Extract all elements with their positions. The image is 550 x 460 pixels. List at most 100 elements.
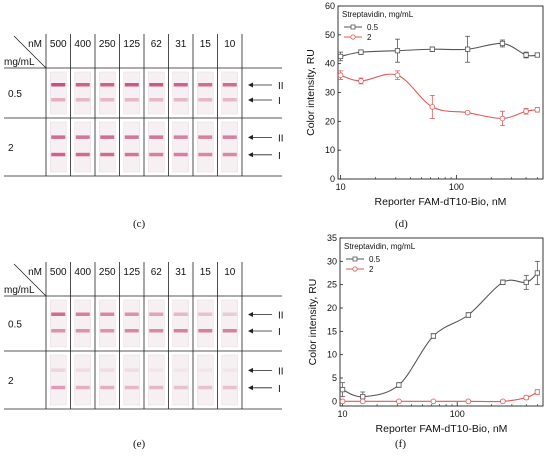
test-strip	[99, 354, 116, 406]
control-line-band	[173, 135, 188, 139]
test-strip	[172, 71, 189, 115]
control-line-band	[124, 312, 139, 316]
test-line-band	[100, 152, 115, 157]
column-header-31: 31	[175, 39, 187, 50]
test-strip	[50, 71, 67, 115]
control-line-band	[149, 368, 164, 372]
y-tick-label: 10	[327, 350, 337, 360]
test-strip	[74, 121, 91, 173]
test-line-band	[75, 152, 90, 157]
band-arrow-head	[248, 367, 253, 373]
test-strip	[50, 354, 67, 406]
caption-f: (f)	[395, 438, 406, 450]
y-tick-label: 35	[327, 233, 337, 243]
control-line-band	[100, 83, 115, 87]
test-strip	[123, 121, 140, 173]
data-point-2	[429, 104, 436, 110]
test-strip	[123, 71, 140, 115]
line-label-I: I	[278, 384, 281, 395]
control-line-band	[51, 135, 66, 139]
data-point-0.5	[396, 382, 402, 388]
control-line-band	[173, 83, 188, 87]
test-strip	[148, 299, 165, 348]
test-strip	[221, 354, 238, 406]
test-line-band	[100, 329, 115, 333]
line-label-II: II	[278, 311, 284, 322]
y-tick-label: 60	[325, 1, 335, 11]
control-line-band	[198, 368, 213, 372]
column-header-400: 400	[74, 39, 91, 50]
test-line-band	[222, 329, 237, 333]
legend-label-0.5: 0.5	[369, 255, 381, 264]
data-point-2	[394, 72, 401, 78]
control-line-band	[100, 135, 115, 139]
y-tick-label: 50	[325, 30, 335, 40]
data-point-2	[464, 109, 471, 116]
data-point-2	[430, 398, 437, 405]
test-strip	[197, 71, 214, 115]
control-line-band	[149, 135, 164, 139]
test-strip	[50, 299, 67, 348]
y-tick-label: 20	[325, 116, 335, 126]
line-label-II: II	[278, 366, 284, 377]
series-line-0.5	[342, 272, 538, 398]
test-line-band	[198, 152, 213, 157]
data-point-0.5	[360, 394, 366, 400]
y-tick-label: 15	[327, 326, 337, 336]
legend-marker	[350, 24, 356, 30]
test-strip	[148, 354, 165, 406]
control-line-band	[222, 368, 237, 372]
legend-label-0.5: 0.5	[367, 23, 379, 32]
y-tick-label: 0	[330, 174, 335, 184]
y-axis-label: Color intensity, RU	[307, 279, 319, 366]
y-tick-label: 40	[325, 59, 335, 69]
x-axis-label: Reporter FAM-dT10-Bio, nM	[375, 196, 507, 208]
test-line-band	[222, 98, 237, 102]
band-arrow-head	[248, 134, 253, 140]
data-point-0.5	[534, 270, 540, 276]
header-mgml: mg/mL	[4, 285, 35, 296]
legend-marker	[350, 34, 356, 40]
column-header-500: 500	[50, 267, 67, 278]
control-line-band	[222, 135, 237, 139]
control-line-band	[198, 312, 213, 316]
column-header-125: 125	[123, 267, 140, 278]
test-strip	[172, 121, 189, 173]
test-strip	[221, 299, 238, 348]
test-strip	[74, 354, 91, 406]
test-strip	[123, 299, 140, 348]
test-strip	[172, 299, 189, 348]
data-point-2	[500, 398, 506, 405]
test-line-band	[51, 152, 66, 157]
column-header-15: 15	[200, 39, 212, 50]
column-header-400: 400	[74, 267, 91, 278]
test-strip	[221, 121, 238, 173]
test-strip	[99, 121, 116, 173]
control-line-band	[198, 83, 213, 87]
control-line-band	[100, 368, 115, 372]
data-point-0.5	[465, 312, 471, 318]
control-line-band	[75, 368, 90, 372]
data-point-0.5	[430, 333, 437, 339]
test-line-band	[222, 385, 237, 390]
data-point-2	[534, 389, 541, 395]
band-arrow-head	[248, 152, 253, 158]
control-line-band	[173, 368, 188, 372]
y-tick-label: 5	[332, 373, 337, 383]
test-strip	[74, 71, 91, 115]
column-header-250: 250	[99, 39, 116, 50]
line-label-I: I	[278, 96, 281, 107]
y-tick-label: 20	[327, 303, 337, 313]
y-axis-label: Color intensity, RU	[305, 49, 317, 136]
band-arrow-head	[248, 312, 253, 317]
series-line-2	[342, 391, 538, 403]
data-point-0.5	[500, 279, 506, 285]
test-strip	[197, 299, 214, 348]
test-strip	[99, 71, 116, 115]
control-line-band	[51, 368, 66, 372]
test-line-band	[173, 385, 188, 390]
control-line-band	[124, 83, 139, 87]
test-line-band	[149, 329, 164, 333]
header-diagonal	[13, 263, 47, 297]
